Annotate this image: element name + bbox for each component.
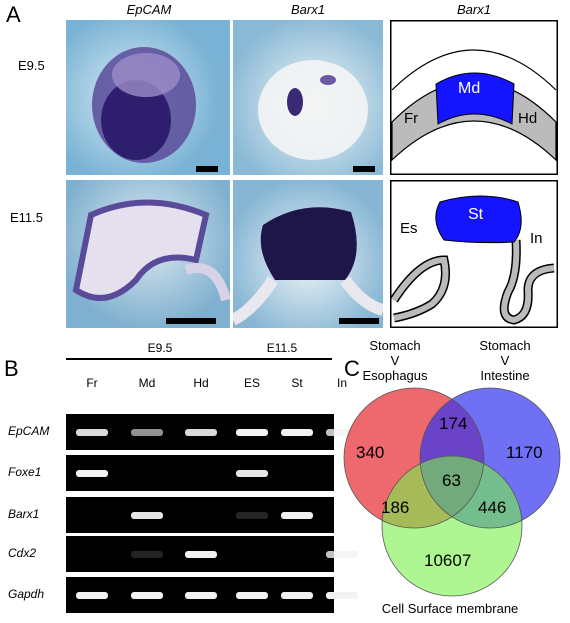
gel-band xyxy=(326,591,358,599)
panel-b-letter: B xyxy=(4,356,19,381)
panel-a-letter: A xyxy=(6,2,21,27)
gel-row-gapdh xyxy=(66,577,358,613)
gel-row-cdx2 xyxy=(66,536,358,572)
gel-band xyxy=(185,550,217,558)
gel-band xyxy=(236,469,268,477)
col-title-epcam: EpCAM xyxy=(126,2,172,17)
gel-band xyxy=(326,428,358,436)
gene-label-barx1: Barx1 xyxy=(8,507,40,521)
count-intestine-only: 1170 xyxy=(506,443,543,462)
col-title-barx1-diagram: Barx1 xyxy=(457,2,491,17)
count-esophagus-surface: 186 xyxy=(381,498,410,517)
gel-band xyxy=(281,428,313,436)
gel-band xyxy=(131,550,163,558)
count-esophagus-intestine: 174 xyxy=(439,414,468,433)
label-hd: Hd xyxy=(518,110,538,127)
gel-band xyxy=(131,511,163,519)
scalebar xyxy=(196,166,218,172)
stage-line-e95 xyxy=(66,358,236,360)
gel-band xyxy=(281,511,313,519)
label-in: In xyxy=(530,230,543,247)
lane-label-es: ES xyxy=(243,376,260,390)
gel-band xyxy=(236,428,268,436)
photo-epcam-e95 xyxy=(66,20,230,175)
photo-barx1-e95 xyxy=(233,20,383,175)
embryo-shape-epcam-e95 xyxy=(92,47,196,163)
gel-band xyxy=(326,550,358,558)
gel-band xyxy=(131,428,163,436)
lane-label-fr: Fr xyxy=(86,376,98,390)
label-fr: Fr xyxy=(404,110,419,127)
photo-epcam-e115 xyxy=(66,180,230,328)
lane-label-in: In xyxy=(336,376,347,390)
gel-band xyxy=(76,591,108,599)
gel-row-epcam xyxy=(66,414,358,450)
gene-label-gapdh: Gapdh xyxy=(8,587,45,601)
row-label-e115: E11.5 xyxy=(10,210,44,225)
gel-row-barx1 xyxy=(66,497,334,533)
row-label-e95: E9.5 xyxy=(18,58,45,73)
gel-band xyxy=(185,591,217,599)
gel-band xyxy=(131,591,163,599)
scalebar xyxy=(353,166,375,172)
gel-row-foxe1 xyxy=(66,455,334,491)
label-st: St xyxy=(468,206,484,223)
stage-line-e115 xyxy=(200,358,332,360)
set-label-cell-surface: Cell Surface membrane xyxy=(381,601,519,616)
count-surface-only: 10607 xyxy=(424,551,472,570)
embryo-shape-barx1-e115 xyxy=(233,207,383,326)
count-esophagus-only: 340 xyxy=(356,443,385,462)
photo-barx1-e115 xyxy=(233,180,383,328)
diagram-e115-drawing xyxy=(390,180,558,328)
label-md: Md xyxy=(458,80,481,97)
gel-band xyxy=(236,511,268,519)
venn-diagram xyxy=(343,387,561,597)
diagram-e95: Md Fr Hd xyxy=(390,20,558,175)
gel-band xyxy=(185,428,217,436)
lane-label-md: Md xyxy=(138,376,156,390)
gene-label-foxe1: Foxe1 xyxy=(8,465,42,479)
stage-label-e95: E9.5 xyxy=(147,341,173,355)
gel-band xyxy=(281,591,313,599)
scalebar xyxy=(166,318,216,324)
count-intestine-surface: 446 xyxy=(478,498,507,517)
col-title-barx1: Barx1 xyxy=(291,2,325,17)
lane-label-hd: Hd xyxy=(193,376,209,390)
scalebar xyxy=(339,318,379,324)
gel-band xyxy=(76,469,108,477)
set-label-esophagus: Stomach V Esophagus xyxy=(362,338,428,383)
gene-label-epcam: EpCAM xyxy=(8,424,50,438)
embryo-shape-epcam-e115 xyxy=(72,199,230,302)
set-label-intestine: Stomach V Intestine xyxy=(479,338,531,383)
label-es: Es xyxy=(400,220,418,237)
gene-label-cdx2: Cdx2 xyxy=(8,546,37,560)
gel-band xyxy=(236,591,268,599)
gel-band xyxy=(76,428,108,436)
panel-c-letter: C xyxy=(344,356,360,381)
stage-label-e115: E11.5 xyxy=(266,341,298,355)
diagram-e95-drawing xyxy=(390,20,558,175)
embryo-shape-barx1-e95 xyxy=(258,60,368,160)
diagram-e115: St Es In xyxy=(390,180,558,328)
count-all: 63 xyxy=(442,471,461,490)
venn-circle-cell-surface xyxy=(382,456,522,596)
lane-label-st: St xyxy=(291,376,303,390)
